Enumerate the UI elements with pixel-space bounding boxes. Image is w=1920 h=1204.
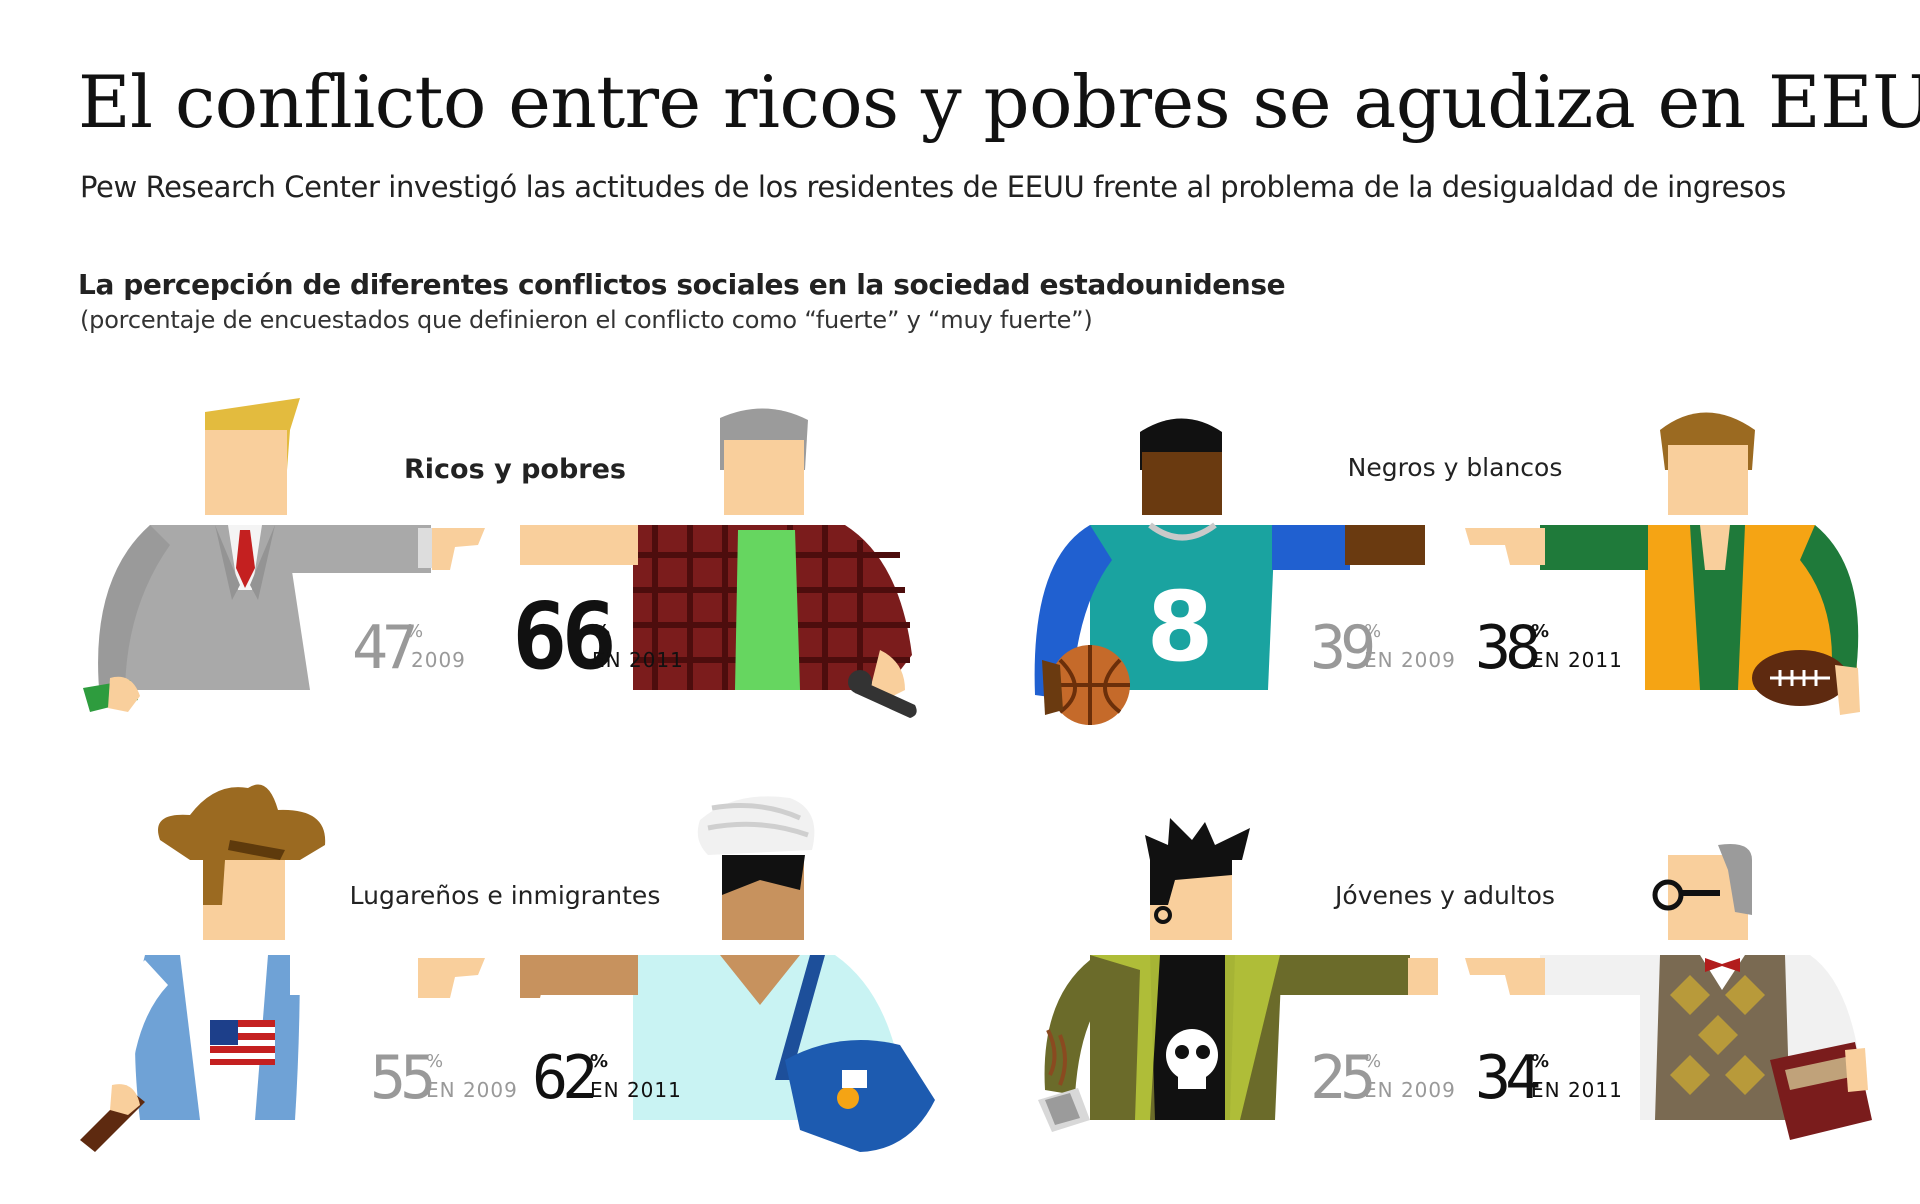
rich-man-figure bbox=[83, 398, 485, 712]
pct-sign-2011-jovenes-adultos: % bbox=[1531, 1051, 1549, 1072]
basketball-player-figure: 8 bbox=[1034, 418, 1425, 725]
football-player-figure bbox=[1465, 412, 1860, 715]
turban-man-figure bbox=[520, 796, 935, 1152]
jersey-number: 8 bbox=[1147, 571, 1214, 683]
pair-label-lugarenos-inmigrantes: Lugareños e inmigrantes bbox=[350, 881, 661, 910]
pct-sign-2011-negros-blancos: % bbox=[1531, 621, 1549, 642]
year-label-2011-jovenes-adultos: EN 2011 bbox=[1531, 1078, 1623, 1102]
value-2011-ricos-pobres: 66 bbox=[512, 583, 612, 690]
panel-ricos-pobres: Ricos y pobres 47 % 2009 66 % EN 2011 bbox=[83, 398, 917, 718]
cowboy-figure bbox=[80, 784, 485, 1152]
page-subtitle: Pew Research Center investigó las actitu… bbox=[80, 170, 1786, 204]
panel-lugarenos-inmigrantes: Lugareños e inmigrantes 55 % EN 2009 62 … bbox=[80, 784, 935, 1152]
punk-youth-figure bbox=[1038, 818, 1438, 1132]
year-label-2009-ricos-pobres: 2009 bbox=[411, 648, 466, 672]
pct-sign-2009-jovenes-adultos: % bbox=[1364, 1051, 1381, 1072]
pct-sign-2011-lugarenos-inmigrantes: % bbox=[590, 1051, 608, 1072]
pct-sign-2009-negros-blancos: % bbox=[1364, 621, 1381, 642]
value-2009-jovenes-adultos: 25 bbox=[1310, 1043, 1372, 1113]
value-2011-lugarenos-inmigrantes: 62 bbox=[532, 1043, 594, 1113]
panel-jovenes-adultos: Jóvenes y adultos 25 % EN 2009 34 % EN 2… bbox=[1038, 818, 1872, 1140]
value-2009-ricos-pobres: 47 bbox=[352, 613, 414, 683]
value-2009-negros-blancos: 39 bbox=[1310, 613, 1373, 683]
elderly-man-figure bbox=[1465, 844, 1872, 1140]
skull-icon bbox=[1166, 1029, 1218, 1089]
poor-man-figure bbox=[520, 408, 917, 718]
pct-sign-2011-ricos-pobres: % bbox=[592, 621, 610, 642]
panel-negros-blancos: 8 Negros y blancos 39 % EN 2009 38 % EN … bbox=[1034, 412, 1860, 725]
value-2009-lugarenos-inmigrantes: 55 bbox=[370, 1043, 432, 1113]
pair-label-negros-blancos: Negros y blancos bbox=[1348, 453, 1563, 482]
chart-title: La percepción de diferentes conflictos s… bbox=[78, 268, 1286, 301]
value-2011-negros-blancos: 38 bbox=[1475, 613, 1538, 683]
chart-subtitle: (porcentaje de encuestados que definiero… bbox=[80, 306, 1093, 334]
pair-label-jovenes-adultos: Jóvenes y adultos bbox=[1333, 881, 1555, 910]
value-2011-jovenes-adultos: 34 bbox=[1475, 1043, 1539, 1113]
year-label-2011-ricos-pobres: EN 2011 bbox=[592, 648, 684, 672]
page-title: El conflicto entre ricos y pobres se agu… bbox=[78, 60, 1920, 144]
pair-label-ricos-pobres: Ricos y pobres bbox=[404, 454, 626, 485]
pct-sign-2009-ricos-pobres: % bbox=[406, 621, 423, 642]
year-label-2009-negros-blancos: EN 2009 bbox=[1364, 648, 1456, 672]
pct-sign-2009-lugarenos-inmigrantes: % bbox=[426, 1051, 443, 1072]
us-flag-icon bbox=[210, 1020, 275, 1065]
year-label-2011-negros-blancos: EN 2011 bbox=[1531, 648, 1623, 672]
year-label-2009-lugarenos-inmigrantes: EN 2009 bbox=[426, 1078, 518, 1102]
year-label-2011-lugarenos-inmigrantes: EN 2011 bbox=[590, 1078, 682, 1102]
year-label-2009-jovenes-adultos: EN 2009 bbox=[1364, 1078, 1456, 1102]
